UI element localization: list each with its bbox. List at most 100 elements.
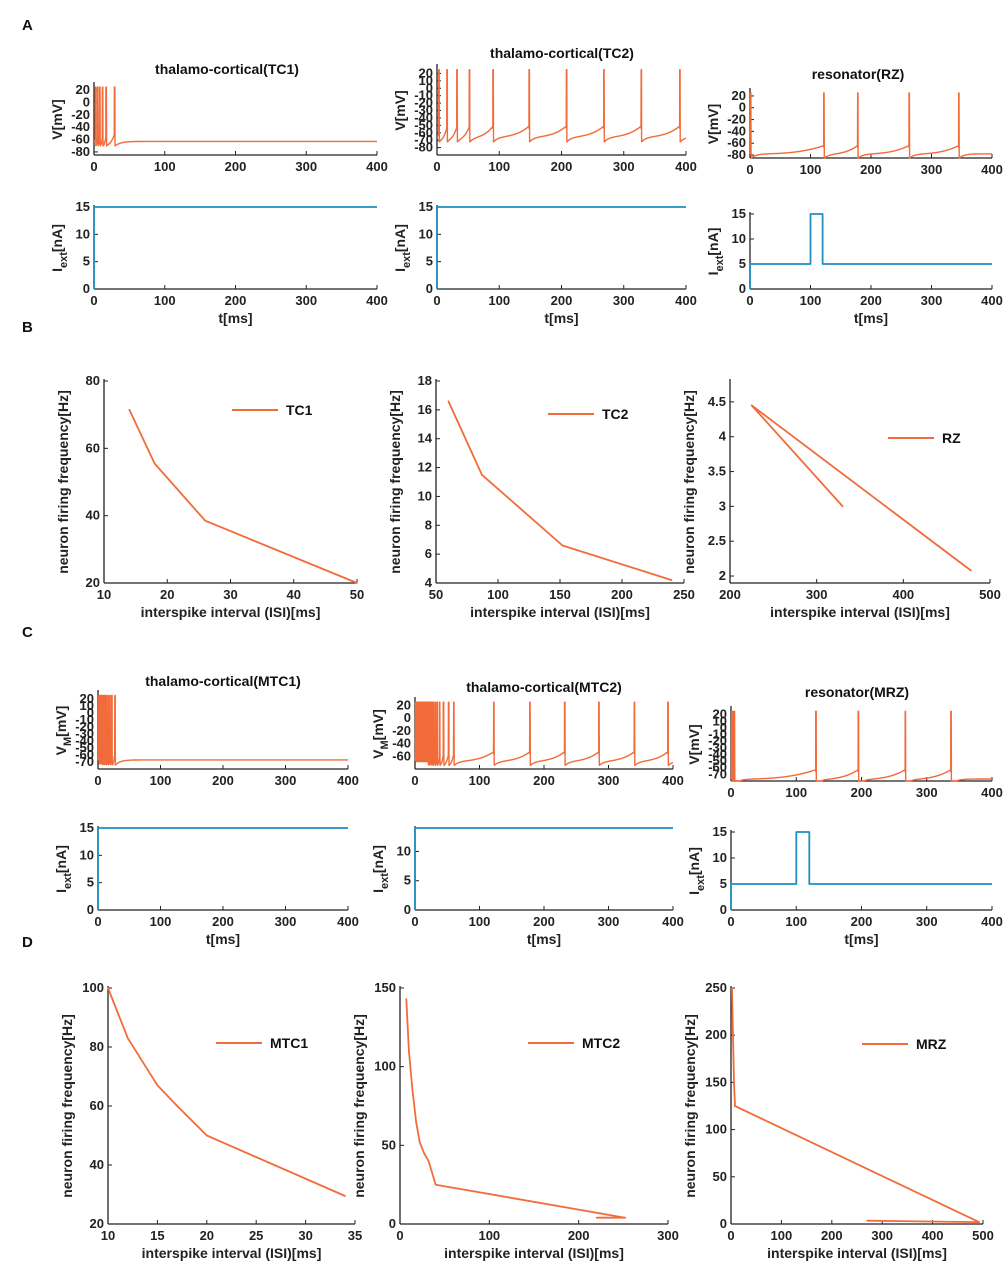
data-point <box>411 1089 414 1092</box>
x-axis-label: interspike interval (ISI)[ms] <box>770 604 950 620</box>
y-tick-label: 0 <box>83 281 90 296</box>
y-tick-label: 8 <box>425 517 432 532</box>
y-tick-label: 0 <box>426 281 433 296</box>
series-line <box>405 998 626 1219</box>
y-tick-label: 150 <box>705 1074 727 1089</box>
x-tick-label: 300 <box>921 293 943 308</box>
y-tick-label: 15 <box>732 206 746 221</box>
chart-c-i3: 0 100 200 300 400 0 5 10 15 Iext[nA] t[ms] <box>686 824 1003 947</box>
x-tick-label: 0 <box>90 293 97 308</box>
x-tick-label: 300 <box>613 293 635 308</box>
y-axis-label: Iext[nA] <box>392 224 413 272</box>
x-tick-label: 100 <box>469 914 491 929</box>
legend-label: RZ <box>942 430 961 446</box>
data-point <box>434 1183 437 1186</box>
series-line <box>414 701 674 767</box>
x-tick-label: 100 <box>785 785 807 800</box>
y-tick-label: 10 <box>732 231 746 246</box>
y-tick-label: 200 <box>705 1027 727 1042</box>
series-line <box>731 987 980 1223</box>
series-line <box>97 694 349 766</box>
y-tick-label: 20 <box>732 88 746 103</box>
y-label-unit: [nA] <box>370 845 386 873</box>
y-tick-label: 10 <box>713 713 727 728</box>
x-tick-label: 300 <box>295 159 317 174</box>
y-tick-label: 5 <box>720 876 727 891</box>
x-tick-label: 400 <box>675 159 697 174</box>
x-tick-label: 15 <box>150 1228 164 1243</box>
x-tick-label: 200 <box>851 785 873 800</box>
series-line <box>128 409 358 584</box>
chart-a-i1: 0 100 200 300 400 0 5 10 15 Iext[nA] t[ms] <box>49 199 388 326</box>
chart-a-v1: 0 100 200 300 400200-20-40-60-80V[mV]thalamo… <box>49 61 388 174</box>
data-point <box>595 1216 598 1219</box>
y-tick-label: 14 <box>418 431 433 446</box>
y-tick-label: 3 <box>719 498 726 513</box>
legend-label: TC1 <box>286 402 313 418</box>
y-tick-label: 15 <box>80 820 94 835</box>
y-axis-label: Iext[nA] <box>705 228 726 276</box>
chart-d1: 10 15 20 25 30 35 20 40 60 80 100 neuron firing fre… <box>59 980 362 1261</box>
x-tick-label: 200 <box>225 159 247 174</box>
y-tick-label: -10 <box>75 712 94 727</box>
data-point <box>408 1050 410 1052</box>
y-tick-label: 0 <box>426 80 433 95</box>
y-tick-label: 10 <box>713 850 727 865</box>
x-tick-label: 10 <box>97 587 111 602</box>
x-tick-label: 0 <box>433 159 440 174</box>
y-tick-label: -60 <box>727 135 746 150</box>
data-point <box>624 1216 626 1219</box>
y-tick-label: 10 <box>80 698 94 713</box>
x-tick-label: 200 <box>212 773 234 788</box>
y-tick-label: -30 <box>708 740 727 755</box>
data-point <box>418 1141 421 1143</box>
y-tick-label: 50 <box>382 1137 396 1152</box>
y-tick-label: 6 <box>425 546 432 561</box>
x-axis-label: interspike interval (ISI)[ms] <box>142 1245 322 1261</box>
series-line <box>730 831 992 910</box>
y-label-part: I <box>370 889 386 893</box>
panel-label-b: B <box>22 319 33 336</box>
x-tick-label: 35 <box>348 1228 362 1243</box>
legend-label: MTC2 <box>582 1035 620 1051</box>
x-tick-label: 300 <box>598 773 620 788</box>
y-label-unit: [nA] <box>49 224 65 252</box>
panel-label-a: A <box>22 17 33 34</box>
y-tick-label: 100 <box>82 980 104 995</box>
y-axis-label: neuron firing frequency[Hz] <box>387 390 403 574</box>
x-tick-label: 200 <box>551 293 573 308</box>
y-tick-label: 0 <box>404 710 411 725</box>
x-tick-label: 300 <box>275 773 297 788</box>
y-tick-label: 4 <box>719 429 727 444</box>
y-label-sub: ext <box>58 252 70 268</box>
panel-label-d: D <box>22 934 33 951</box>
x-tick-label: 100 <box>469 773 491 788</box>
series-line <box>436 69 687 143</box>
data-point <box>126 1037 129 1039</box>
x-tick-label: 300 <box>598 914 620 929</box>
y-label-unit: [nA] <box>392 224 408 252</box>
y-axis-label: Iext[nA] <box>686 847 707 895</box>
y-tick-label: 10 <box>76 226 90 241</box>
data-point <box>107 987 109 989</box>
chart-c-v1: 0 100 200 300 40020100-10-20-30-40-50-60-70V… <box>53 673 359 788</box>
y-axis-label: neuron firing frequency[Hz] <box>55 390 71 574</box>
y-label-part: I <box>705 272 721 276</box>
series-line <box>414 827 673 910</box>
y-tick-label: 20 <box>419 65 433 80</box>
y-tick-label: -40 <box>75 733 94 748</box>
x-tick-label: 100 <box>154 159 176 174</box>
y-tick-label: 4 <box>425 575 433 590</box>
data-point <box>156 1084 159 1087</box>
data-point <box>344 1195 346 1197</box>
y-tick-label: 5 <box>83 254 90 269</box>
y-tick-label: 0 <box>87 902 94 917</box>
y-label-sub: M <box>62 737 74 746</box>
series-line <box>97 827 348 910</box>
data-point <box>970 569 972 572</box>
x-tick-label: 100 <box>150 773 172 788</box>
x-tick-label: 0 <box>411 914 418 929</box>
y-tick-label: 20 <box>76 82 90 97</box>
x-tick-label: 400 <box>981 914 1003 929</box>
